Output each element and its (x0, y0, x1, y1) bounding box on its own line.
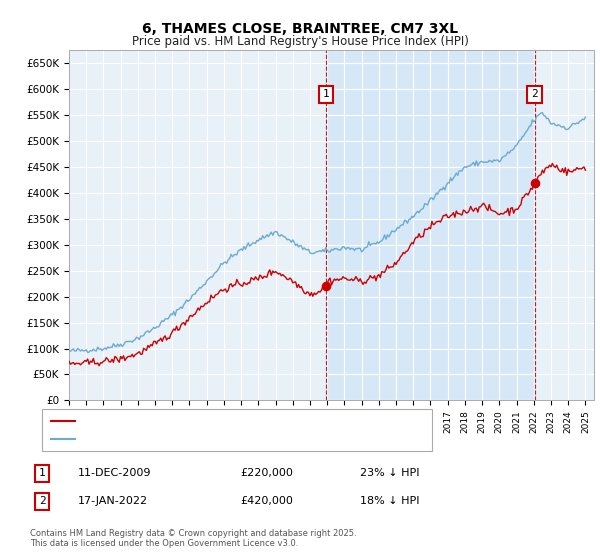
Text: 1: 1 (322, 90, 329, 100)
Text: 11-DEC-2009: 11-DEC-2009 (78, 468, 151, 478)
Text: £420,000: £420,000 (240, 496, 293, 506)
Text: £220,000: £220,000 (240, 468, 293, 478)
Text: Contains HM Land Registry data © Crown copyright and database right 2025.
This d: Contains HM Land Registry data © Crown c… (30, 529, 356, 548)
Text: 2: 2 (531, 90, 538, 100)
Text: 18% ↓ HPI: 18% ↓ HPI (360, 496, 419, 506)
Text: 23% ↓ HPI: 23% ↓ HPI (360, 468, 419, 478)
Point (321, 282, 331, 291)
Text: 1: 1 (38, 468, 46, 478)
Text: HPI: Average price, detached house, Braintree: HPI: Average price, detached house, Brai… (81, 434, 312, 444)
Bar (326, 50, 535, 400)
Text: 6, THAMES CLOSE, BRAINTREE, CM7 3XL: 6, THAMES CLOSE, BRAINTREE, CM7 3XL (142, 22, 458, 36)
Text: 6, THAMES CLOSE, BRAINTREE, CM7 3XL (detached house): 6, THAMES CLOSE, BRAINTREE, CM7 3XL (det… (81, 416, 374, 426)
Text: 17-JAN-2022: 17-JAN-2022 (78, 496, 148, 506)
Text: Price paid vs. HM Land Registry's House Price Index (HPI): Price paid vs. HM Land Registry's House … (131, 35, 469, 48)
Text: 2: 2 (38, 496, 46, 506)
Point (530, 178, 539, 187)
